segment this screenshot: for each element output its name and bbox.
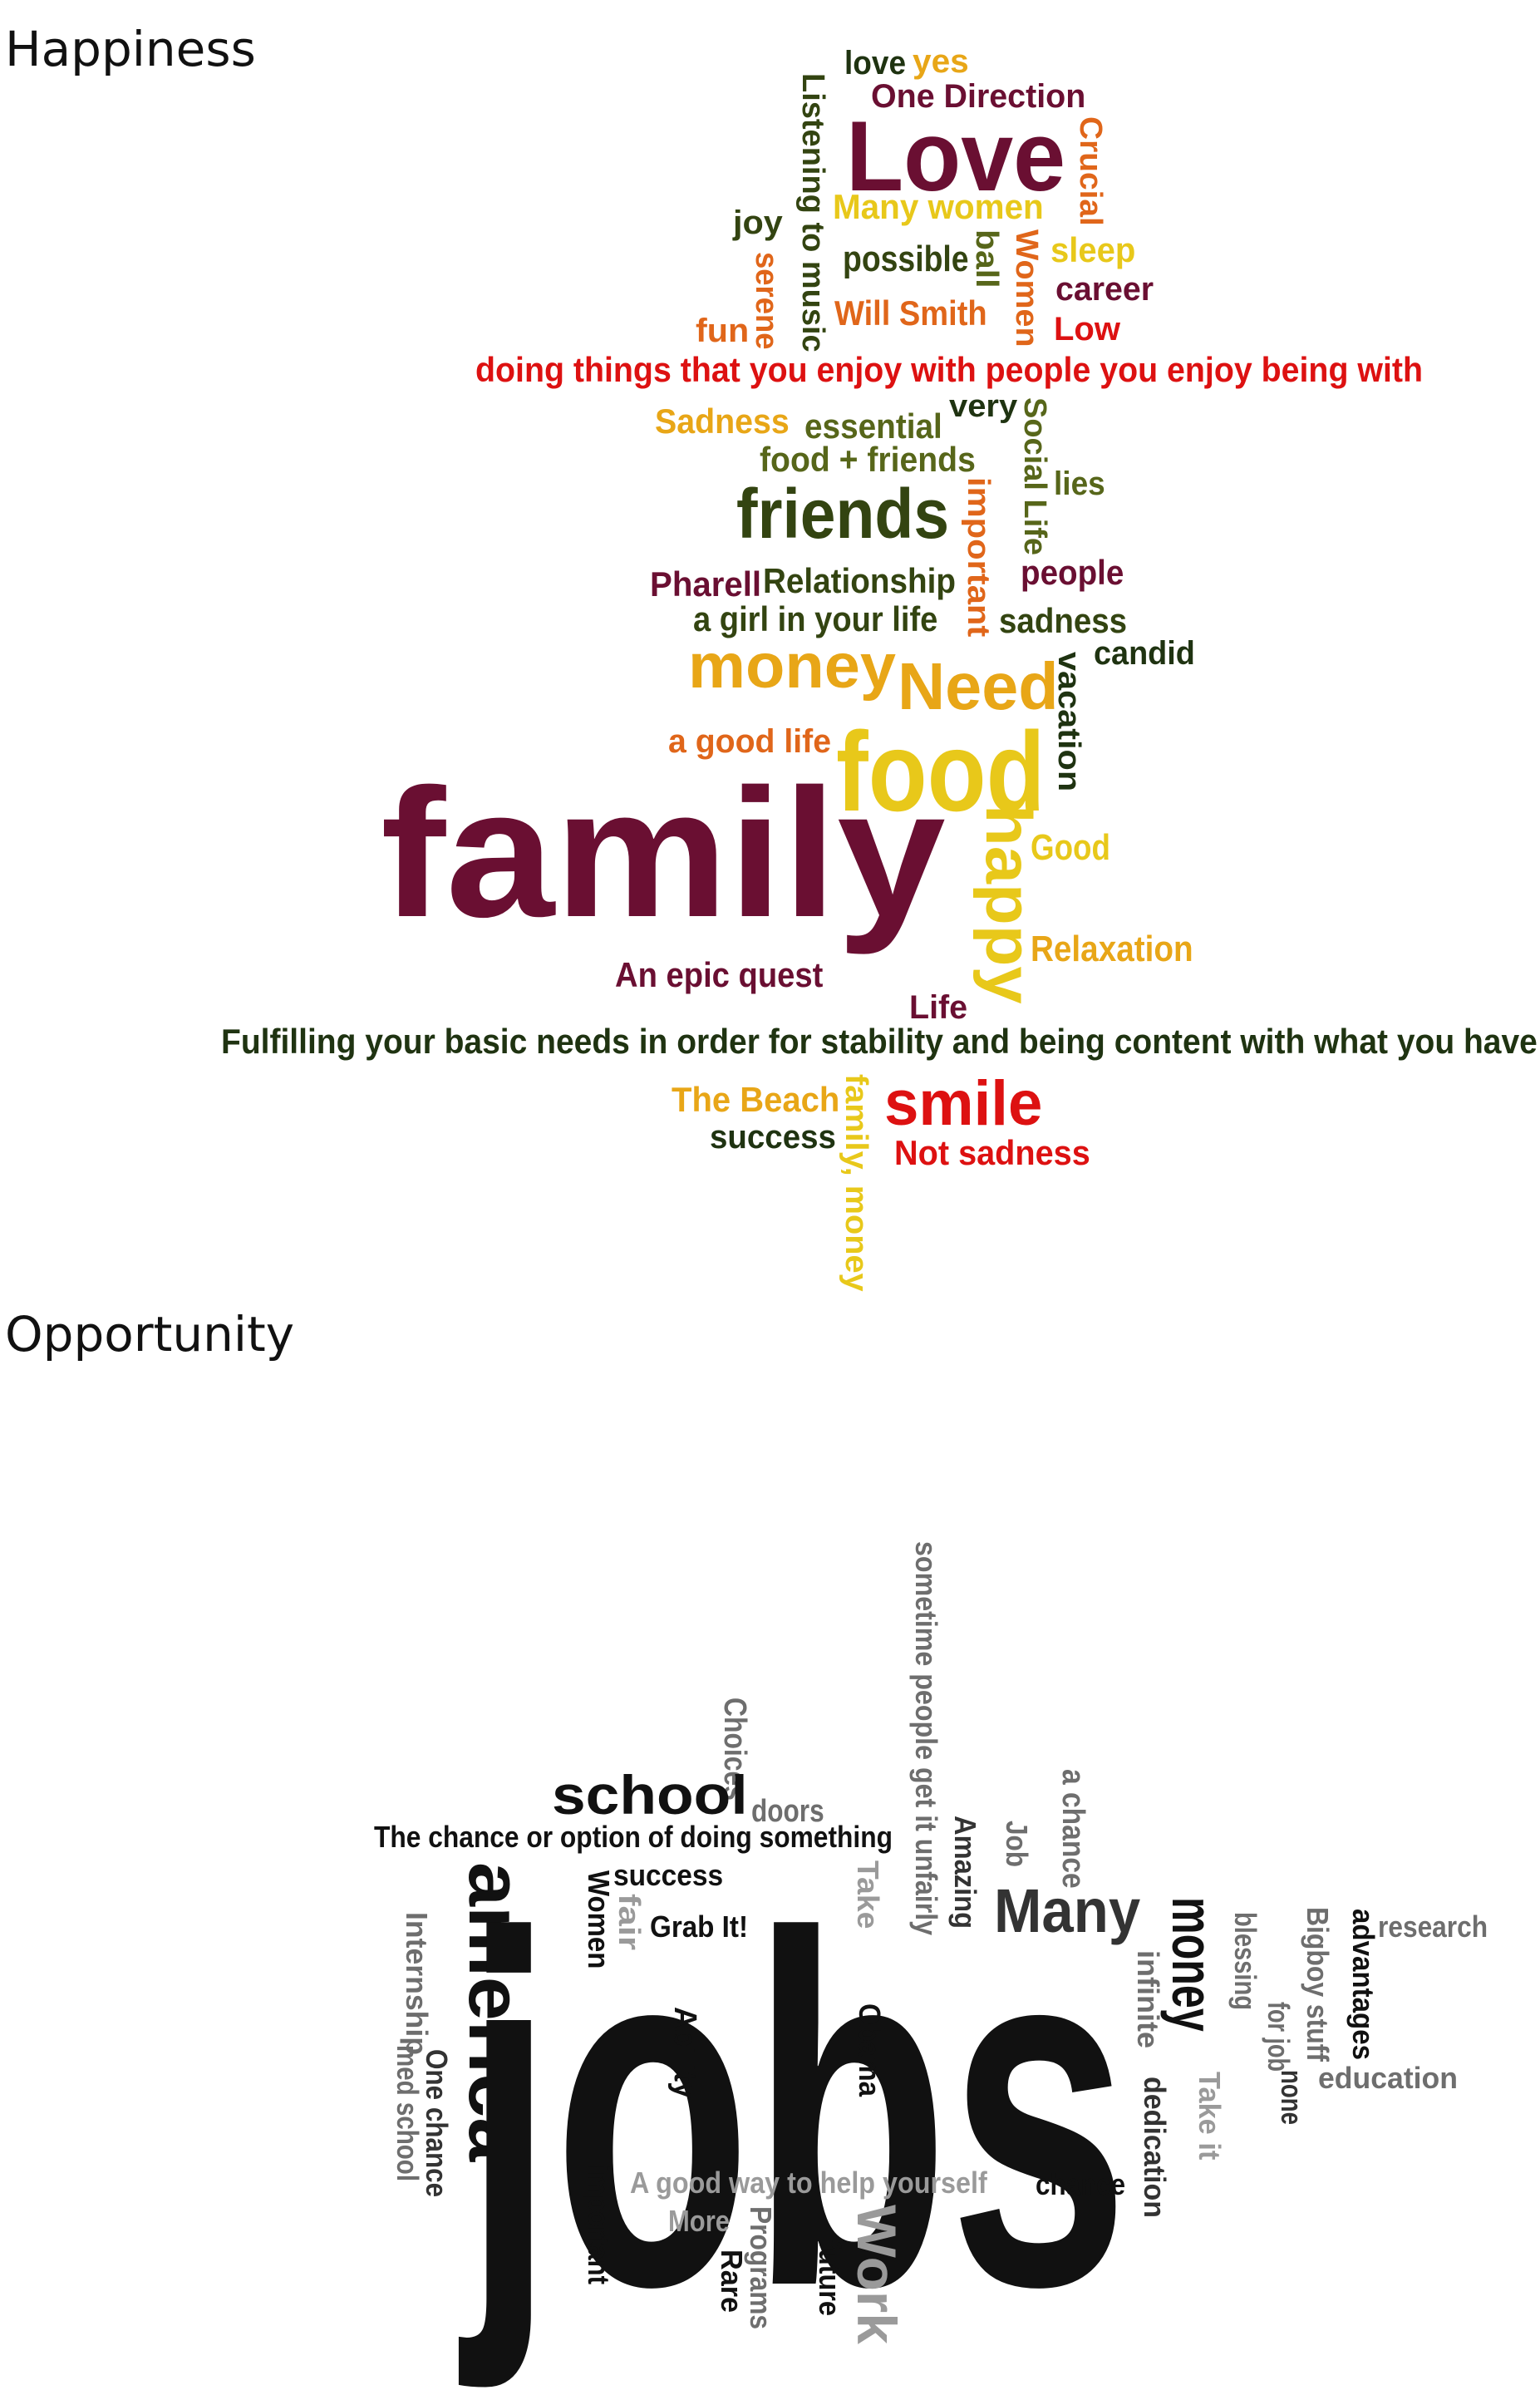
opportunity-word: Rare (715, 2250, 749, 2314)
happiness-heading: Happiness (5, 21, 256, 77)
happiness-word: Relationship (763, 561, 957, 600)
happiness-word: Good (1031, 827, 1110, 868)
opportunity-word: for job (1262, 2002, 1296, 2072)
happiness-word: very (949, 389, 1018, 424)
opportunity-word: One chance (420, 2049, 454, 2198)
opportunity-word: Take it (1193, 2072, 1227, 2161)
opportunity-word: Work (846, 2205, 908, 2344)
happiness-word: Love (846, 101, 1066, 212)
happiness-word: One Direction (871, 78, 1086, 115)
happiness-word: fun (696, 313, 750, 349)
opportunity-word: school (552, 1764, 748, 1826)
happiness-word: friends (736, 475, 950, 553)
happiness-word: a girl in your life (693, 599, 938, 638)
opportunity-word: none (1275, 2070, 1309, 2125)
happiness-word: An epic quest (615, 955, 824, 994)
happiness-word: Not sadness (894, 1133, 1090, 1172)
happiness-word: family (381, 751, 946, 955)
opportunity-heading: Opportunity (5, 1306, 295, 1363)
happiness-word: Many women (833, 187, 1044, 226)
opportunity-word: Programs (744, 2206, 778, 2330)
happiness-word: food + friends (760, 440, 976, 479)
opportunity-word: blessing (1228, 1912, 1262, 2011)
happiness-word: doing things that you enjoy with people … (475, 350, 1423, 389)
happiness-word: candid (1094, 635, 1195, 672)
happiness-word: Need (898, 649, 1059, 723)
happiness-word: Low (1054, 311, 1120, 347)
opportunity-word: future (813, 2240, 847, 2316)
opportunity-word: infinite (1131, 1950, 1165, 2048)
happiness-word-cloud: love yes One Direction Listening to music Lo… (221, 43, 1538, 1292)
opportunity-word: education (1318, 2061, 1459, 2095)
opportunity-word: success (613, 1858, 724, 1892)
opportunity-word: Many (994, 1876, 1141, 1945)
opportunity-word: A good way to help yourself (630, 2166, 987, 2200)
happiness-word: joy (733, 205, 783, 241)
happiness-word: career (1055, 271, 1154, 308)
happiness-word: money (688, 631, 896, 702)
opportunity-word: med school (391, 2045, 425, 2182)
happiness-word: people (1021, 553, 1124, 592)
opportunity-word: Ability (667, 2007, 702, 2099)
opportunity-word: money (1160, 1897, 1225, 2032)
opportunity-word: research (1378, 1910, 1488, 1944)
opportunity-word: Internship (400, 1912, 434, 2056)
opportunity-word: More (668, 2204, 731, 2238)
opportunity-word: chance (1036, 2167, 1126, 2201)
opportunity-word: Obama (853, 2003, 887, 2097)
happiness-word: sleep (1050, 230, 1136, 269)
opportunity-word: advantages (1346, 1909, 1380, 2061)
happiness-word: sadness (999, 601, 1128, 640)
opportunity-word: The chance or option of doing something (374, 1820, 893, 1854)
opportunity-word-cloud: sometime people get it unfairly Choices sc… (374, 1541, 1488, 2361)
happiness-word: yes (913, 43, 969, 80)
happiness-word: Pharell (650, 564, 762, 604)
opportunity-word: dedication (1138, 2077, 1172, 2219)
happiness-word: essential (804, 407, 942, 446)
happiness-word: love (844, 45, 907, 81)
happiness-word: possible (843, 239, 969, 279)
happiness-word: a good life (668, 723, 831, 760)
opportunity-word: doors (751, 1794, 824, 1829)
happiness-word: Sadness (655, 402, 790, 441)
happiness-word: Fulfilling your basic needs in order for… (221, 1022, 1538, 1061)
happiness-word: The Beach (672, 1080, 840, 1119)
opportunity-word: jobs (464, 1833, 1129, 2390)
opportunity-word: important (582, 2165, 616, 2284)
happiness-word: lies (1054, 466, 1105, 502)
happiness-word: Relaxation (1031, 929, 1193, 969)
opportunity-word: Bigboy stuff (1301, 1907, 1335, 2062)
opportunity-word: Grab It! (650, 1910, 749, 1944)
happiness-word: smile (884, 1068, 1043, 1139)
happiness-word: success (710, 1119, 836, 1156)
happiness-word: Life (909, 989, 968, 1026)
happiness-word: Will Smith (834, 293, 987, 333)
happiness-word: food (836, 708, 1046, 835)
